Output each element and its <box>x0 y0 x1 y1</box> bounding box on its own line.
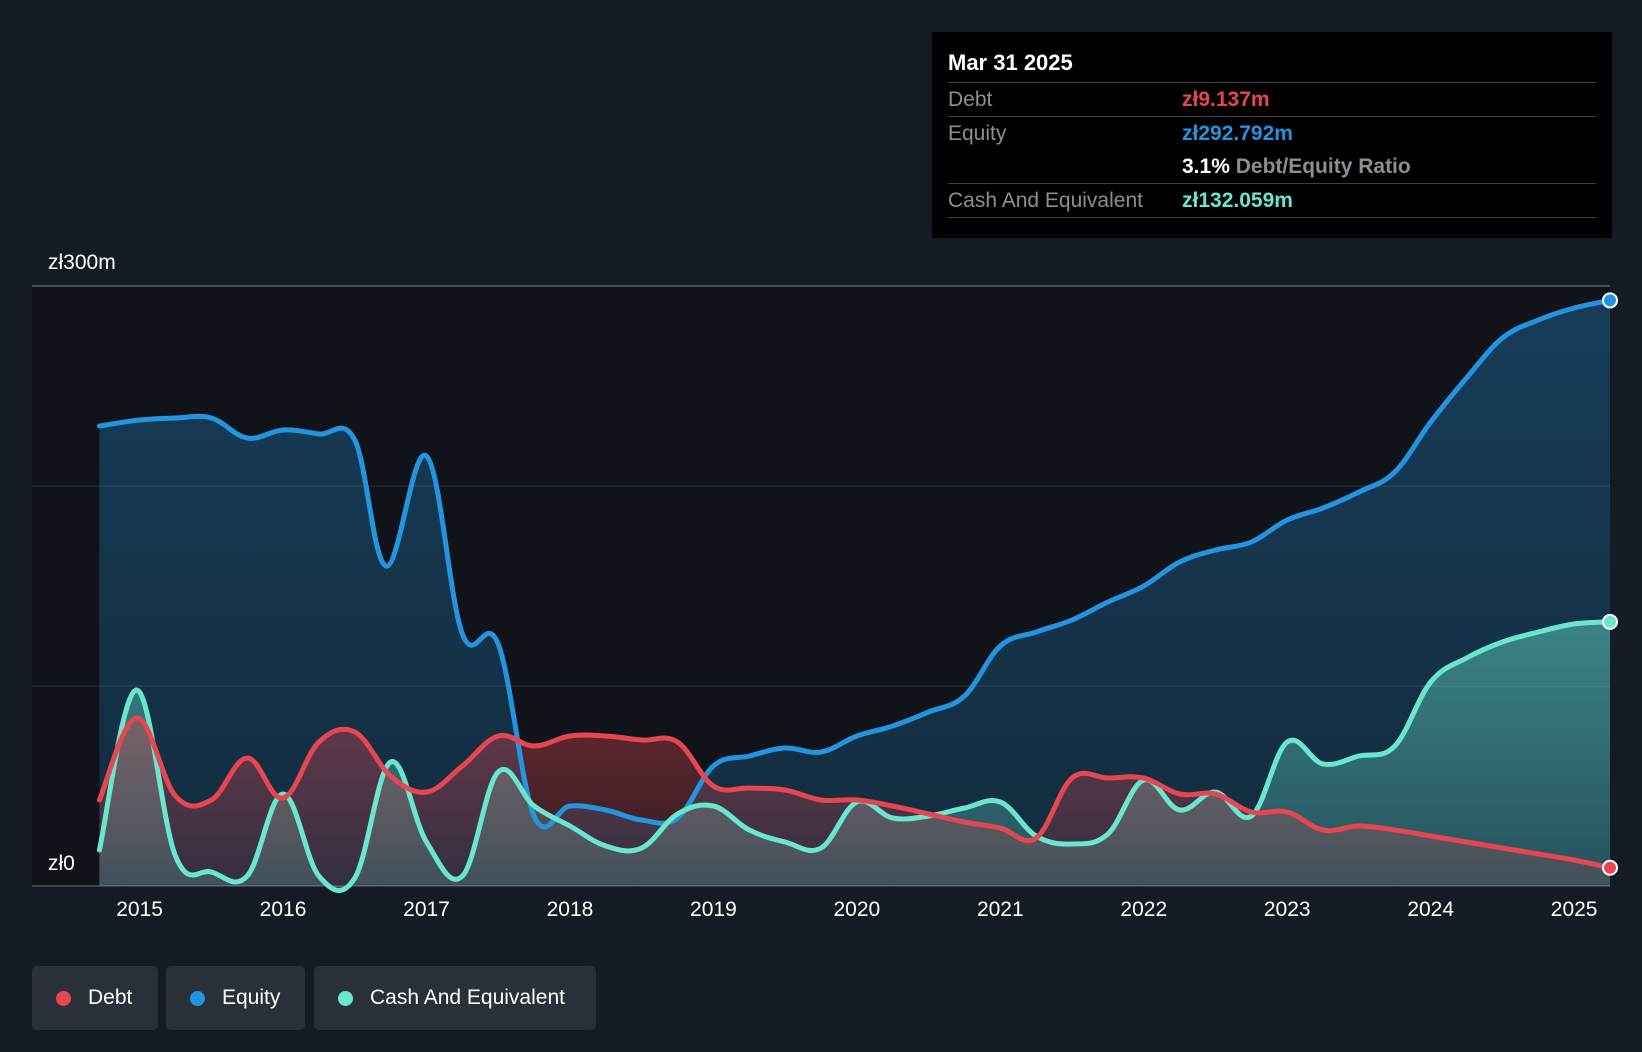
x-tick-label-2020: 2020 <box>833 898 881 921</box>
x-tick-label-2017: 2017 <box>403 898 450 921</box>
cash-dot-icon <box>338 991 353 1006</box>
equity-end-marker <box>1602 292 1618 309</box>
tooltip-row-cash: Cash And Equivalent zł132.059m <box>948 183 1596 218</box>
tooltip-debt-value: zł9.137m <box>1182 88 1270 111</box>
legend-debt-label: Debt <box>88 986 133 1009</box>
end-markers <box>1602 292 1618 876</box>
tooltip-date: Mar 31 2025 <box>948 50 1073 75</box>
tooltip-row-ratio: 3.1% Debt/Equity Ratio <box>948 150 1596 183</box>
cash-line <box>96 619 1613 893</box>
tooltip-row-debt: Debt zł9.137m <box>948 82 1596 116</box>
legend-item-debt[interactable]: Debt <box>32 966 158 1030</box>
tooltip-cash-label: Cash And Equivalent <box>948 189 1143 212</box>
x-tick-label-2021: 2021 <box>976 898 1024 921</box>
cash-end-marker <box>1602 613 1618 630</box>
equity-dot-icon <box>190 991 205 1006</box>
x-tick-label-2023: 2023 <box>1263 898 1311 921</box>
legend-item-equity[interactable]: Equity <box>166 966 305 1030</box>
tooltip-cash-value: zł132.059m <box>1182 189 1293 212</box>
tooltip-ratio-value: 3.1% <box>1182 155 1230 178</box>
y-tick-label-top: zł300m <box>48 251 116 274</box>
tooltip-debt-label: Debt <box>948 88 993 111</box>
equity-area <box>99 300 1610 886</box>
tooltip-ratio: 3.1% Debt/Equity Ratio <box>1182 150 1411 183</box>
legend-item-cash[interactable]: Cash And Equivalent <box>314 966 596 1030</box>
x-tick-label-2015: 2015 <box>116 898 163 921</box>
debt-dot-icon <box>56 991 71 1006</box>
tooltip-ratio-label: Debt/Equity Ratio <box>1235 155 1411 178</box>
x-tick-label-2024: 2024 <box>1407 898 1455 921</box>
legend-equity-label: Equity <box>222 986 281 1009</box>
y-tick-label-zero: zł0 <box>48 852 75 875</box>
debt-line <box>96 715 1613 871</box>
debt-end-marker <box>1602 859 1618 876</box>
x-tick-label-2019: 2019 <box>690 898 737 921</box>
tooltip-equity-label: Equity <box>948 122 1007 145</box>
x-tick-label-2025: 2025 <box>1550 898 1598 921</box>
x-tick-label-2016: 2016 <box>259 898 307 921</box>
tooltip-equity-value: zł292.792m <box>1182 122 1293 145</box>
series-lines <box>96 297 1613 893</box>
x-tick-label-2018: 2018 <box>546 898 594 921</box>
legend-cash-label: Cash And Equivalent <box>370 986 565 1009</box>
data-tooltip: Mar 31 2025 Debt zł9.137m Equity zł292.7… <box>932 32 1612 238</box>
equity-line <box>96 297 1613 830</box>
x-tick-label-2022: 2022 <box>1120 898 1168 921</box>
tooltip-row-equity: Equity zł292.792m <box>948 116 1596 150</box>
